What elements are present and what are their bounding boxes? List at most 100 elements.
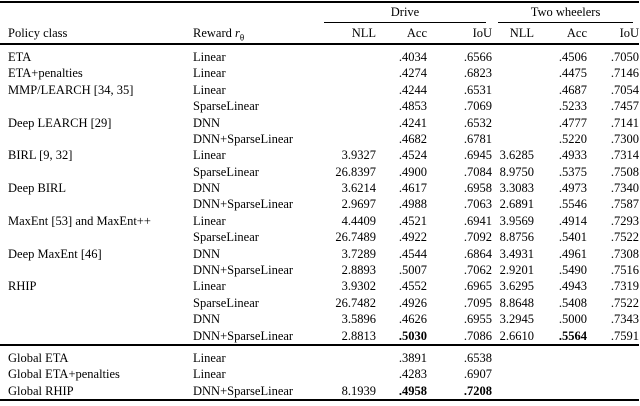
cell-drive-acc: .4521 <box>398 213 427 228</box>
table-row: SparseLinear 26.7482 .4926 .7095 8.8648 .5408… <box>0 295 639 311</box>
cell-drive-acc: .4988 <box>398 197 427 212</box>
cell-tw-nll <box>492 44 534 65</box>
cell-drive-iou: .7086 <box>463 328 493 343</box>
cell-tw-acc: .4943 <box>558 279 588 294</box>
cell-tw-acc: .5408 <box>558 295 588 310</box>
cell-reward: DNN <box>193 246 221 261</box>
cell-drive-acc: .4926 <box>398 295 427 310</box>
cell-drive-iou: .7063 <box>463 197 493 212</box>
cell-tw-acc: .5546 <box>558 197 588 212</box>
cell-drive-acc: .5007 <box>398 263 427 278</box>
cell-tw-acc: .5233 <box>558 99 588 114</box>
cell-tw-iou: .7293 <box>610 213 640 228</box>
cell-reward: DNN+SparseLinear <box>193 328 294 343</box>
cell-reward: Linear <box>193 82 226 97</box>
cell-policy-class: Global RHIP <box>8 383 74 398</box>
cell-tw-nll: 3.3083 <box>499 181 535 196</box>
cell-tw-nll: 3.6285 <box>499 148 535 163</box>
table-row: BIRL [9, 32] Linear 3.9327 .4524 .6945 3.6285… <box>0 147 639 163</box>
cell-reward: Linear <box>193 49 226 64</box>
cell-tw-iou <box>587 383 639 400</box>
cell-drive-nll: 3.9302 <box>341 279 376 294</box>
cell-drive-iou: .6941 <box>463 213 493 228</box>
cell-reward: Linear <box>193 279 226 294</box>
group-label-two-wheelers: Two wheelers <box>498 5 634 23</box>
tw-iou-header: IoU <box>587 23 640 45</box>
cell-drive-nll: 8.1939 <box>341 383 376 398</box>
cell-tw-nll <box>492 366 534 382</box>
cell-tw-iou <box>587 344 640 367</box>
table-row: ETA+penalties Linear .4274 .6823 .4475 .7146 <box>0 65 639 81</box>
cell-drive-iou: .6945 <box>463 148 493 163</box>
table-row: Global ETA Linear .3891.6538 <box>0 344 640 367</box>
cell-drive-iou: .7062 <box>463 263 493 278</box>
cell-tw-acc: .5220 <box>558 131 588 146</box>
group-header-spacer <box>0 2 318 23</box>
cell-drive-nll: 2.9697 <box>341 197 376 212</box>
table-header: Drive Two wheelers Policy class Reward r… <box>0 2 640 45</box>
cell-drive-acc: .4900 <box>398 164 427 179</box>
cell-drive-nll: 2.8813 <box>341 328 376 343</box>
column-header-row: Policy class Reward rθ NLL Acc IoU NLL A… <box>0 23 640 45</box>
cell-drive-acc: .4552 <box>398 279 427 294</box>
cell-drive-iou: .6538 <box>427 344 493 367</box>
cell-drive-iou: .6864 <box>463 246 493 261</box>
cell-drive-acc: .4544 <box>398 246 427 261</box>
cell-tw-acc: .5490 <box>558 263 588 278</box>
cell-tw-nll: 3.2945 <box>499 312 535 327</box>
table-row: DNN+SparseLinear 2.9697 .4988 .7063 2.6891 .5… <box>0 197 639 213</box>
cell-drive-nll <box>318 65 376 81</box>
cell-drive-acc: .4524 <box>398 148 427 163</box>
cell-drive-acc: .4241 <box>398 115 427 130</box>
cell-tw-iou: .7050 <box>610 49 640 64</box>
cell-tw-acc <box>534 383 587 400</box>
cell-tw-iou: .7340 <box>610 181 640 196</box>
cell-policy-class <box>0 229 185 245</box>
cell-policy-class <box>0 311 185 327</box>
cell-drive-acc: .4853 <box>398 99 427 114</box>
cell-tw-nll <box>492 344 535 367</box>
cell-tw-nll: 8.8648 <box>499 295 535 310</box>
cell-policy-class: ETA+penalties <box>8 66 83 81</box>
cell-policy-class: RHIP <box>8 279 37 294</box>
cell-tw-iou: .7508 <box>610 164 640 179</box>
cell-reward: DNN+SparseLinear <box>193 197 294 212</box>
cell-tw-nll: 3.9569 <box>499 213 535 228</box>
cell-policy-class <box>0 164 185 180</box>
table-row: MMP/LEARCH [34, 35] Linear .4244 .6531 .4687… <box>0 82 639 98</box>
table-row: DNN+SparseLinear 2.8813 .5030 .7086 2.6610 .5… <box>0 328 639 345</box>
cell-drive-acc: .4283 <box>398 367 427 382</box>
cell-drive-nll <box>318 82 376 98</box>
drive-iou-header: IoU <box>427 23 493 45</box>
cell-drive-acc: .4922 <box>398 230 427 245</box>
table-row: RHIP Linear 3.9302 .4552 .6965 3.6295 .4943 .73… <box>0 278 639 294</box>
table-row: Global ETA+penalties Linear .4283 .6907 <box>0 366 639 382</box>
drive-acc-header: Acc <box>376 23 427 45</box>
cell-policy-class: Deep MaxEnt [46] <box>8 246 102 261</box>
cell-drive-iou: .6965 <box>463 279 493 294</box>
cell-policy-class <box>0 197 185 213</box>
cell-tw-nll <box>492 98 534 114</box>
cell-tw-iou: .7457 <box>610 99 640 114</box>
cell-tw-acc: .4933 <box>558 148 588 163</box>
cell-tw-acc: .5375 <box>558 164 588 179</box>
table-row: DNN+SparseLinear 2.8893 .5007 .7062 2.9201 .5… <box>0 262 639 278</box>
cell-policy-class: ETA <box>8 49 32 64</box>
cell-reward: DNN <box>193 181 221 196</box>
cell-policy-class: MMP/LEARCH [34, 35] <box>8 82 134 97</box>
cell-policy-class: BIRL [9, 32] <box>8 148 73 163</box>
cell-drive-iou: .6823 <box>463 66 493 81</box>
cell-tw-nll: 3.6295 <box>499 279 535 294</box>
table-row: SparseLinear 26.7489 .4922 .7092 8.8756 .5401… <box>0 229 639 245</box>
cell-reward: Linear <box>193 213 226 228</box>
cell-tw-iou: .7343 <box>610 312 640 327</box>
cell-tw-iou: .7308 <box>610 246 640 261</box>
cell-policy-class: Deep LEARCH [29] <box>8 115 112 130</box>
cell-drive-iou: .7208 <box>463 383 493 398</box>
cell-tw-iou <box>587 366 639 382</box>
cell-drive-nll: 3.7289 <box>341 246 376 261</box>
cell-reward: Linear <box>193 367 226 382</box>
group-header-drive: Drive <box>318 2 492 23</box>
cell-drive-acc: .4682 <box>398 131 427 146</box>
table-row: Deep LEARCH [29] DNN .4241 .6532 .4777 .7141 <box>0 115 639 131</box>
